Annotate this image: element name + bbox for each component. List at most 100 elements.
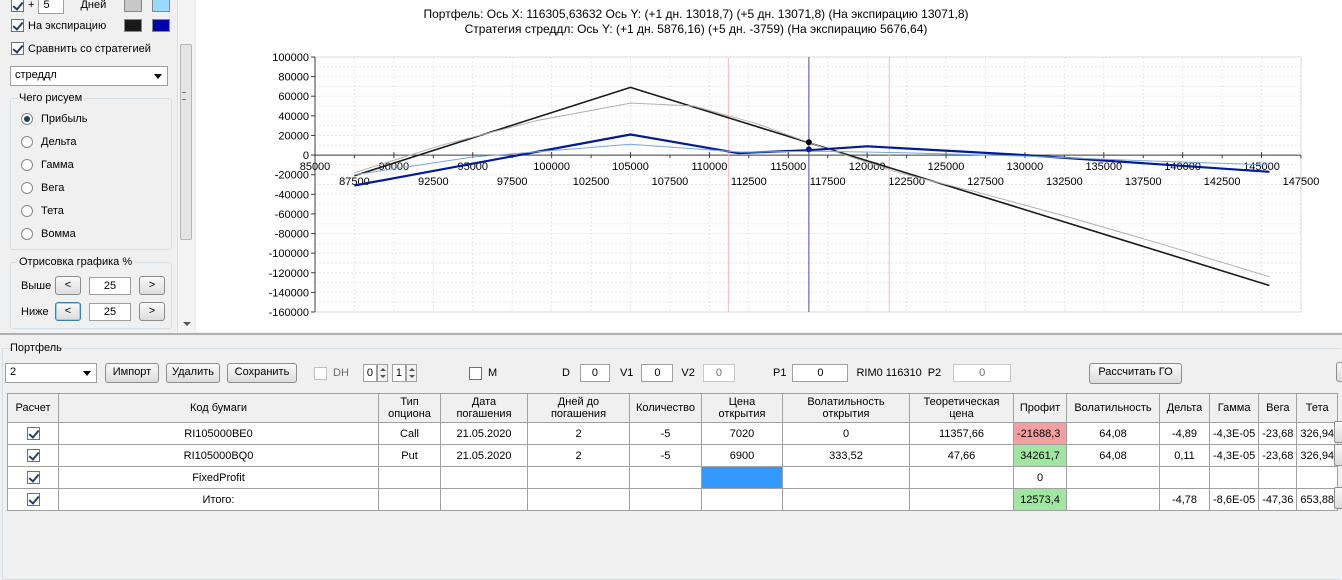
column-header[interactable]: Гамма xyxy=(1208,393,1260,423)
scroll-down-icon[interactable] xyxy=(183,322,191,326)
p1-input[interactable]: 0 xyxy=(792,364,849,382)
table-row[interactable]: RI105000BE0 Call 21.05.2020 2 -5 7020 0 11357,6… xyxy=(7,422,1339,445)
row-button[interactable] xyxy=(1334,444,1342,466)
expiration-checkbox[interactable] xyxy=(11,19,24,32)
updown-icon[interactable] xyxy=(376,364,388,382)
table-cell[interactable]: -5 xyxy=(629,422,702,445)
m-checkbox[interactable] xyxy=(469,366,482,380)
d-input[interactable]: 0 xyxy=(579,364,610,382)
table-cell[interactable]: 0,11 xyxy=(1159,444,1210,467)
column-header[interactable]: Волатильность xyxy=(1066,393,1160,423)
table-cell[interactable]: 6900 xyxy=(701,444,783,467)
row-button[interactable] xyxy=(1334,487,1342,509)
table-cell[interactable]: Итого: xyxy=(58,488,379,511)
radio-delta[interactable]: Дельта xyxy=(21,136,77,148)
table-cell[interactable]: 21.05.2020 xyxy=(440,444,528,467)
dh-spin-1[interactable]: 0 xyxy=(362,364,377,382)
series-line[interactable] xyxy=(354,102,1270,278)
updown-icon[interactable] xyxy=(405,364,417,382)
column-header[interactable]: Цена открытия xyxy=(701,393,783,423)
expiration-color-swatch-1[interactable] xyxy=(124,19,143,32)
table-cell[interactable] xyxy=(378,466,441,489)
table-cell[interactable]: RI105000BQ0 xyxy=(58,444,379,467)
column-header[interactable]: Теоретическая цена xyxy=(909,393,1014,423)
table-cell[interactable]: 7020 xyxy=(701,422,783,445)
table-row[interactable]: FixedProfit 0 xyxy=(7,466,1339,489)
table-cell[interactable]: FixedProfit xyxy=(58,466,379,489)
strategy-combo[interactable]: стреддл xyxy=(10,66,168,86)
import-button[interactable]: Импорт xyxy=(105,363,159,383)
delete-button[interactable]: Удалить xyxy=(166,363,220,383)
v2-input[interactable]: 0 xyxy=(702,364,735,382)
column-header[interactable]: Вега xyxy=(1258,393,1298,423)
calc-cell[interactable] xyxy=(7,466,59,489)
table-cell[interactable] xyxy=(440,466,528,489)
payoff-chart-area[interactable]: Портфель: Ось X: 116305,63632 Ось Y: (+1… xyxy=(196,0,1342,332)
table-cell[interactable]: -47,36 xyxy=(1258,488,1298,511)
days-checkbox[interactable] xyxy=(11,0,24,12)
table-cell[interactable]: 326,94 xyxy=(1296,422,1339,445)
profit-cell[interactable]: 0 xyxy=(1013,466,1067,489)
portfolio-combo[interactable]: 2 xyxy=(5,363,97,383)
table-cell[interactable]: -8,6E-05 xyxy=(1208,488,1260,511)
table-cell[interactable] xyxy=(1258,466,1298,489)
row-button[interactable] xyxy=(1334,421,1342,443)
table-cell[interactable] xyxy=(701,488,783,511)
compare-strategy-checkbox[interactable] xyxy=(11,42,24,55)
table-cell[interactable]: -4,78 xyxy=(1159,488,1210,511)
calc-checkbox[interactable] xyxy=(26,427,40,440)
cursor-marker[interactable] xyxy=(805,139,812,146)
column-header[interactable]: Дата погашения xyxy=(440,393,528,423)
column-header[interactable]: Дней до погашения xyxy=(527,393,630,423)
column-header[interactable]: Код бумаги xyxy=(58,393,379,423)
table-cell[interactable]: RI105000BE0 xyxy=(58,422,379,445)
table-cell[interactable] xyxy=(527,488,630,511)
calc-checkbox[interactable] xyxy=(26,449,40,462)
table-row[interactable]: Итого: 12573,4 -4,78 -8,6E-05 -47,36 653,88 xyxy=(7,488,1339,511)
table-cell[interactable]: Call xyxy=(378,422,441,445)
table-cell[interactable] xyxy=(1159,466,1210,489)
p2-input[interactable]: 0 xyxy=(953,364,1012,382)
table-cell[interactable]: 64,08 xyxy=(1066,444,1160,467)
above-input[interactable]: 25 xyxy=(89,276,131,295)
series-line[interactable] xyxy=(354,143,1270,176)
table-cell[interactable] xyxy=(782,466,910,489)
table-cell[interactable]: 326,94 xyxy=(1296,444,1339,467)
column-header[interactable]: Дельта xyxy=(1159,393,1210,423)
column-header[interactable]: Волатильность открытия xyxy=(782,393,910,423)
radio-vega[interactable]: Вега xyxy=(21,182,64,194)
days-color-swatch-1[interactable] xyxy=(124,0,143,12)
table-cell[interactable]: 0 xyxy=(782,422,910,445)
calculate-margin-button[interactable]: Рассчитать ГО xyxy=(1089,362,1182,384)
table-cell[interactable]: 21.05.2020 xyxy=(440,422,528,445)
cursor-marker[interactable] xyxy=(805,146,812,153)
table-cell[interactable] xyxy=(629,466,702,489)
calc-checkbox[interactable] xyxy=(26,493,40,506)
table-cell[interactable] xyxy=(782,488,910,511)
table-cell[interactable]: -4,3E-05 xyxy=(1208,444,1260,467)
radio-profit[interactable]: Прибыль xyxy=(21,113,88,125)
table-cell[interactable] xyxy=(378,488,441,511)
profit-cell[interactable]: 12573,4 xyxy=(1013,488,1067,511)
profit-cell[interactable]: 34261,7 xyxy=(1013,444,1067,467)
left-panel-scrollbar[interactable] xyxy=(177,0,194,332)
table-cell[interactable]: 64,08 xyxy=(1066,422,1160,445)
table-cell[interactable]: -23,68 xyxy=(1258,444,1298,467)
column-header[interactable]: Профит xyxy=(1013,393,1067,423)
below-input[interactable]: 25 xyxy=(89,302,131,321)
radio-vomma[interactable]: Вомма xyxy=(21,228,76,240)
v1-input[interactable]: 0 xyxy=(641,364,674,382)
table-cell[interactable]: 2 xyxy=(527,422,630,445)
extra-button[interactable] xyxy=(1336,362,1342,382)
table-cell[interactable]: -5 xyxy=(629,444,702,467)
table-cell[interactable] xyxy=(909,488,1014,511)
save-button[interactable]: Сохранить xyxy=(227,363,297,383)
table-cell[interactable]: -4,3E-05 xyxy=(1208,422,1260,445)
days-input[interactable]: 5 xyxy=(38,0,65,14)
radio-gamma[interactable]: Гамма xyxy=(21,159,74,171)
calc-cell[interactable] xyxy=(7,422,59,445)
table-cell[interactable] xyxy=(1066,466,1160,489)
column-header[interactable]: Тип опциона xyxy=(378,393,441,423)
table-cell[interactable]: 11357,66 xyxy=(909,422,1014,445)
table-cell[interactable] xyxy=(440,488,528,511)
